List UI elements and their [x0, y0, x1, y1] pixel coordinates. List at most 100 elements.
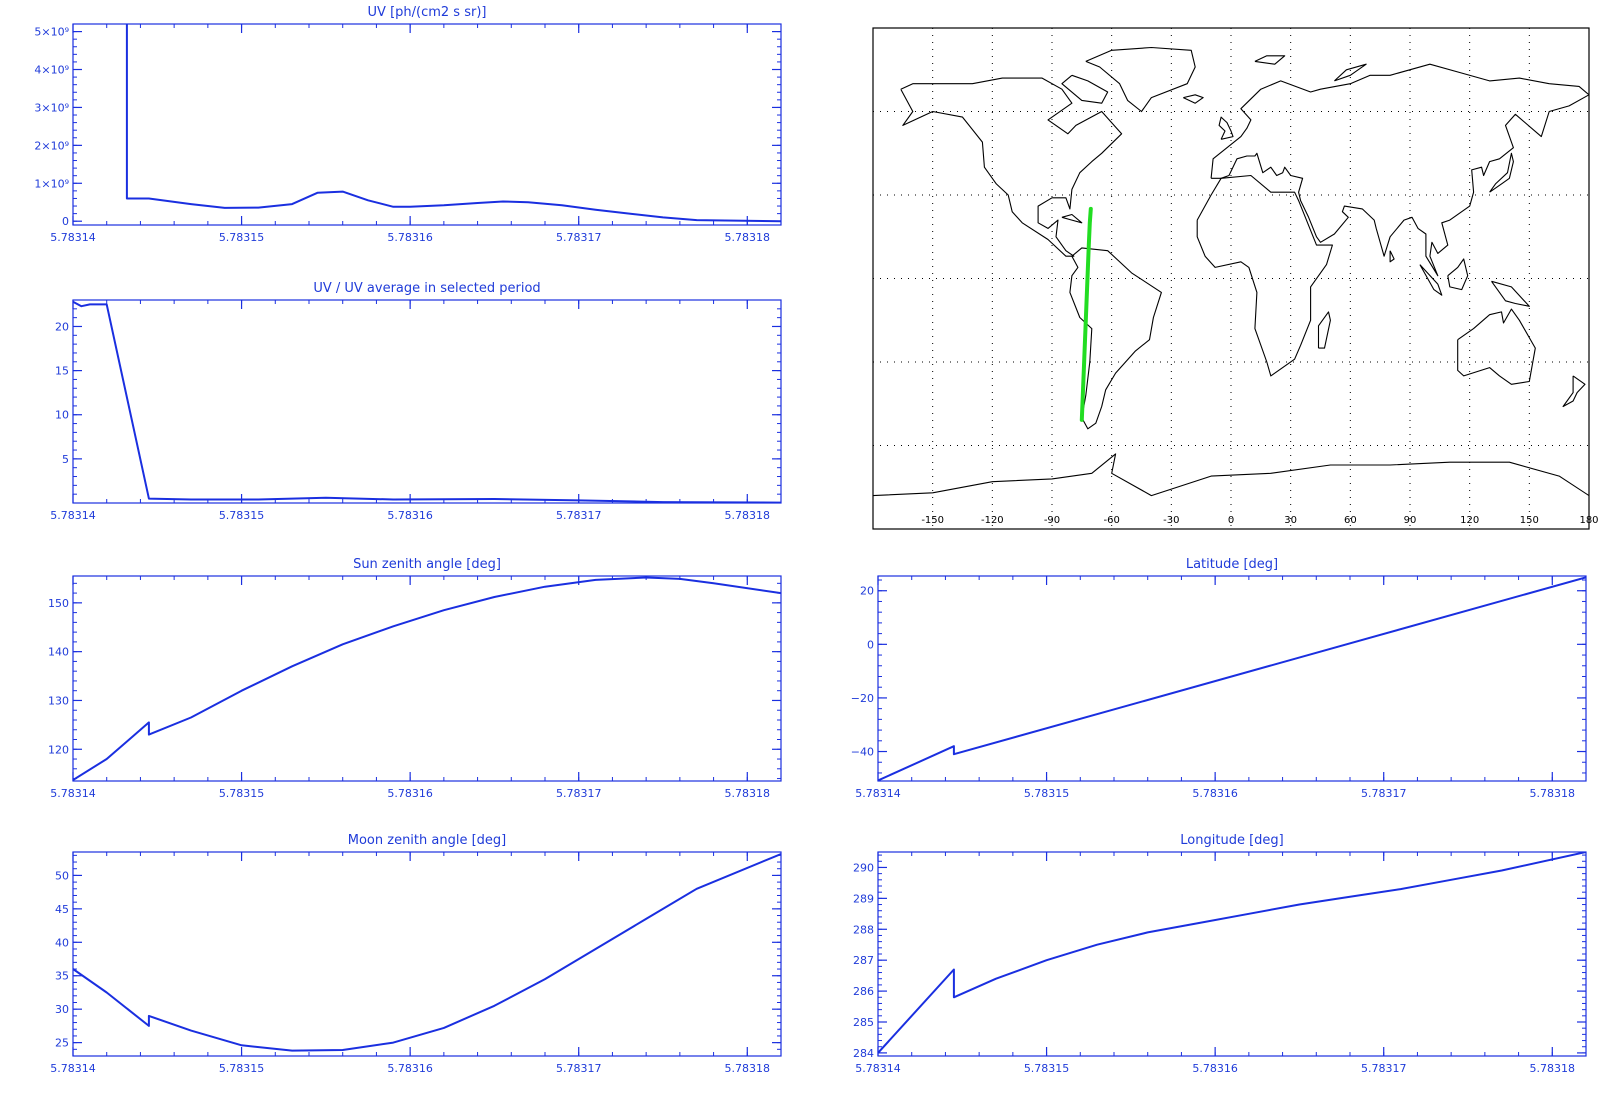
x-tick-label: 5.78315	[1024, 787, 1070, 800]
sun-zenith-angle-panel: Sun zenith angle [deg] 5.78314 5.78315 5.78…	[48, 557, 782, 800]
x-tick-label: 5.78314	[855, 787, 901, 800]
series-line	[73, 300, 781, 503]
coastline-eurasia	[1210, 63, 1589, 277]
y-tick-label: 25	[55, 1037, 69, 1050]
y-tick-label: 50	[55, 869, 69, 882]
y-tick-label: 35	[55, 970, 69, 983]
uv-panel: UV [ph/(cm2 s sr)] 5.78314 5.78315 5.78316 5…	[34, 5, 782, 244]
map-lon-label: -150	[921, 515, 944, 526]
coastline-great-britain	[1218, 116, 1234, 140]
x-tick-label: 5.78317	[556, 231, 602, 244]
y-tick-label: 290	[853, 861, 874, 874]
uv-ratio-panel: UV / UV average in selected period 5.7831…	[50, 281, 782, 522]
map-frame	[872, 27, 1590, 530]
x-tick-label: 5.78314	[855, 1062, 901, 1075]
y-tick-label: 20	[860, 585, 874, 598]
x-tick-label: 5.78318	[1530, 1062, 1576, 1075]
coastline-baffin-island	[1061, 74, 1109, 104]
map-lon-label: 120	[1460, 515, 1479, 526]
chart-title: Sun zenith angle [deg]	[353, 557, 501, 572]
series-line	[878, 576, 1586, 781]
plot-frame	[877, 575, 1587, 782]
x-tick-label: 5.78317	[1361, 787, 1407, 800]
map-lon-label: 180	[1579, 515, 1598, 526]
latitude-panel: Latitude [deg] 5.78314 5.78315 5.78316 5.783…	[851, 557, 1587, 800]
coastline-africa	[1196, 174, 1333, 377]
x-tick-label: 5.78317	[1361, 1062, 1407, 1075]
x-tick-label: 5.78316	[387, 231, 433, 244]
y-tick-label: 0	[62, 215, 69, 228]
y-tick-label: 30	[55, 1003, 69, 1016]
x-tick-label: 5.78316	[1192, 787, 1238, 800]
x-tick-label: 5.78315	[219, 231, 265, 244]
map-lon-label: 0	[1228, 515, 1234, 526]
y-tick-label: 289	[853, 892, 874, 905]
x-tick-label: 5.78316	[387, 509, 433, 522]
plot-frame	[72, 575, 782, 782]
x-tick-label: 5.78317	[556, 1062, 602, 1075]
series-line	[73, 576, 781, 781]
plot-frame	[72, 851, 782, 1057]
chart-title: Moon zenith angle [deg]	[348, 833, 506, 848]
x-tick-label: 5.78318	[725, 1062, 771, 1075]
y-tick-label: −20	[851, 692, 874, 705]
map-coastlines	[873, 46, 1589, 497]
y-tick-label: 120	[48, 743, 69, 756]
y-tick-label: −40	[851, 746, 874, 759]
map-lon-label: 150	[1520, 515, 1539, 526]
plot-frame	[877, 851, 1587, 1057]
y-tick-label: 2×10⁹	[34, 139, 69, 152]
x-tick-label: 5.78316	[1192, 1062, 1238, 1075]
map-lon-label: -90	[1044, 515, 1060, 526]
series-line	[73, 853, 781, 1052]
y-tick-label: 288	[853, 923, 874, 936]
coastline-new-guinea	[1491, 280, 1530, 307]
coastline-cuba	[1061, 213, 1083, 224]
y-tick-label: 1×10⁹	[34, 177, 69, 190]
map-lon-label: -30	[1163, 515, 1179, 526]
coastline-japan	[1489, 152, 1514, 193]
y-tick-label: 5×10⁹	[34, 26, 69, 39]
y-tick-label: 5	[62, 453, 69, 466]
x-tick-label: 5.78317	[556, 787, 602, 800]
chart-title: UV [ph/(cm2 s sr)]	[368, 5, 487, 20]
map-lon-label: 60	[1344, 515, 1357, 526]
y-tick-label: 20	[55, 320, 69, 333]
x-tick-label: 5.78315	[1024, 1062, 1070, 1075]
coastline-greenland	[1085, 46, 1196, 113]
y-tick-label: 15	[55, 365, 69, 378]
series-line	[125, 24, 781, 223]
x-tick-label: 5.78315	[219, 509, 265, 522]
map-lon-label: -120	[981, 515, 1004, 526]
plot-frame	[72, 23, 782, 226]
x-tick-label: 5.78314	[50, 787, 96, 800]
satellite-track	[1079, 206, 1093, 422]
coastline-novaya-zemlya	[1334, 63, 1367, 82]
map-lon-label: 90	[1404, 515, 1417, 526]
y-tick-label: 3×10⁹	[34, 101, 69, 114]
y-tick-label: 4×10⁹	[34, 64, 69, 77]
x-tick-label: 5.78314	[50, 509, 96, 522]
map-lon-label: 30	[1284, 515, 1297, 526]
plot-frame	[72, 299, 782, 504]
y-tick-label: 150	[48, 597, 69, 610]
x-tick-label: 5.78318	[725, 787, 771, 800]
x-tick-label: 5.78316	[387, 1062, 433, 1075]
y-tick-label: 140	[48, 646, 69, 659]
y-tick-label: 40	[55, 936, 69, 949]
coastline-antarctica	[873, 453, 1589, 497]
y-tick-label: 285	[853, 1016, 874, 1029]
x-tick-label: 5.78317	[556, 509, 602, 522]
y-tick-label: 287	[853, 954, 874, 967]
world-map-panel: -150 -120 -90 -60 -30 0 30 60 90 120 150 180	[872, 27, 1599, 530]
chart-title: UV / UV average in selected period	[313, 281, 540, 296]
x-tick-label: 5.78318	[725, 231, 771, 244]
y-tick-label: 284	[853, 1047, 874, 1060]
y-tick-label: 10	[55, 409, 69, 422]
chart-title: Latitude [deg]	[1186, 557, 1278, 572]
coastline-north-america	[900, 77, 1123, 257]
series-line	[878, 852, 1586, 1054]
y-tick-label: 130	[48, 694, 69, 707]
x-tick-label: 5.78314	[50, 1062, 96, 1075]
